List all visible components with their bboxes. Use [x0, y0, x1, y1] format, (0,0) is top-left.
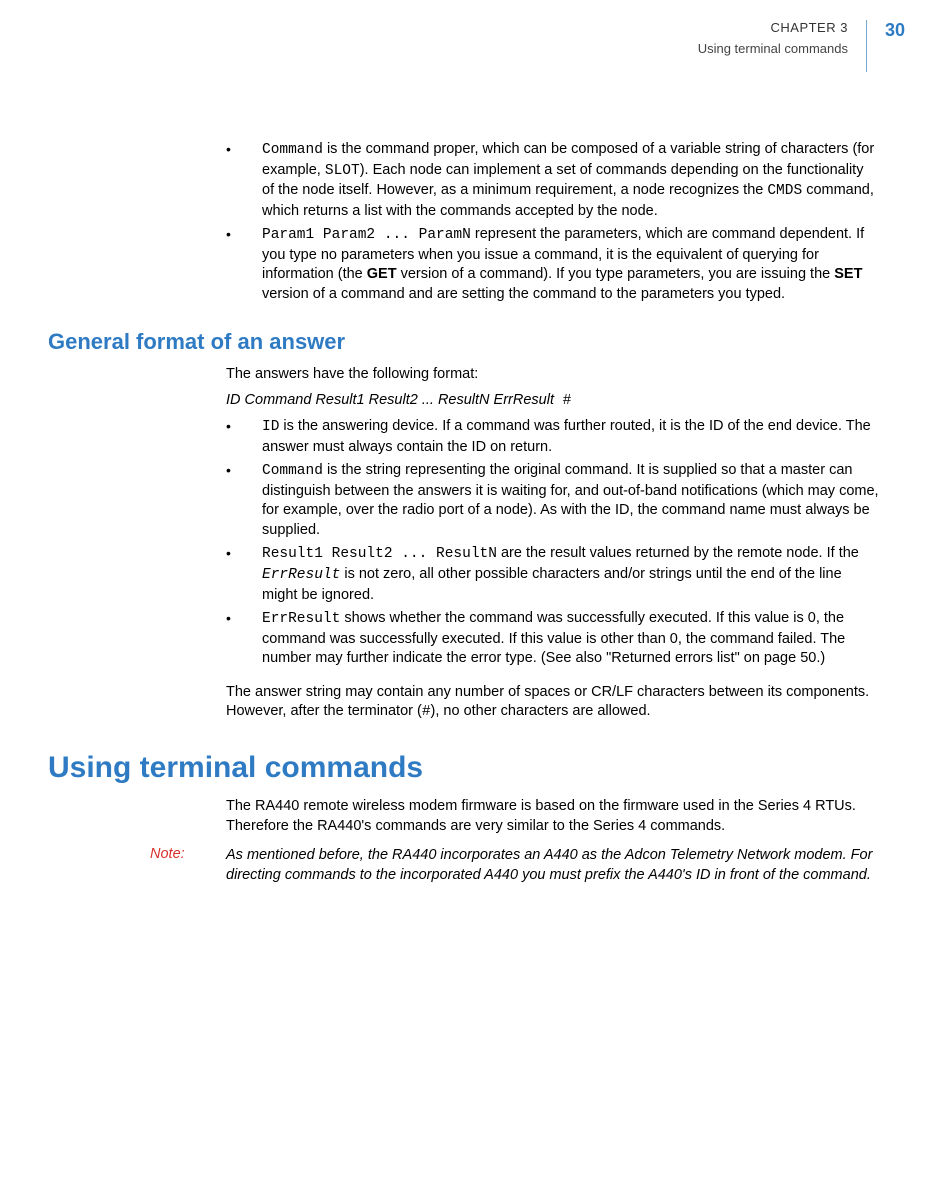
code-text: CMDS	[767, 183, 802, 199]
chapter-label: CHAPTER 3	[698, 20, 848, 35]
section-heading-terminal-commands: Using terminal commands	[48, 751, 879, 785]
note-block: Note: As mentioned before, the RA440 inc…	[48, 846, 879, 885]
code-text: Param1 Param2 ... ParamN	[262, 227, 471, 243]
list-item: Result1 Result2 ... ResultN are the resu…	[226, 544, 879, 605]
paragraph: The answer string may contain any number…	[226, 683, 879, 723]
page-number: 30	[885, 20, 905, 41]
list-item: Param1 Param2 ... ParamN represent the p…	[226, 225, 879, 304]
code-text: Command	[262, 463, 323, 479]
bullet-list-2: ID is the answering device. If a command…	[226, 417, 879, 669]
body-text: are the result values returned by the re…	[497, 545, 859, 561]
page-content: Command is the command proper, which can…	[48, 140, 879, 885]
body-text: ), no other characters are allowed.	[431, 703, 651, 719]
list-item: ID is the answering device. If a command…	[226, 417, 879, 457]
list-item: ErrResult shows whether the command was …	[226, 609, 879, 669]
page-header: CHAPTER 3 Using terminal commands 30	[698, 20, 905, 72]
paragraph: The RA440 remote wireless modem firmware…	[226, 797, 879, 836]
code-text: ErrResult	[262, 611, 340, 627]
code-text: Command	[262, 142, 323, 158]
code-italic-text: ErrResult	[262, 567, 340, 583]
body-text: version of a command). If you type param…	[397, 266, 835, 282]
body-text: is not zero, all other possible characte…	[262, 566, 842, 603]
chapter-subtitle: Using terminal commands	[698, 41, 848, 56]
header-text-block: CHAPTER 3 Using terminal commands	[698, 20, 866, 56]
section-heading-answer-format: General format of an answer	[48, 329, 879, 355]
answer-format-line: ID Command Result1 Result2 ... ResultN E…	[226, 392, 879, 409]
body-text: is the string representing the original …	[262, 462, 879, 538]
note-body: As mentioned before, the RA440 incorpora…	[226, 846, 879, 885]
format-hash: #	[554, 393, 571, 409]
code-text: ID	[262, 419, 279, 435]
body-text: shows whether the command was successful…	[262, 610, 845, 666]
list-item: Command is the command proper, which can…	[226, 140, 879, 221]
format-italic: ID Command Result1 Result2 ... ResultN E…	[226, 392, 554, 408]
bullet-list-1: Command is the command proper, which can…	[226, 140, 879, 305]
body-text: version of a command and are setting the…	[262, 286, 785, 302]
paragraph: The answers have the following format:	[226, 365, 879, 385]
bold-text: GET	[367, 266, 397, 282]
header-divider	[866, 20, 867, 72]
body-text: is the answering device. If a command wa…	[262, 418, 871, 455]
list-item: Command is the string representing the o…	[226, 461, 879, 540]
code-text: #	[422, 704, 431, 720]
code-text: Result1 Result2 ... ResultN	[262, 546, 497, 562]
bold-text: SET	[834, 266, 862, 282]
note-label: Note:	[48, 846, 226, 885]
code-text: SLOT	[325, 163, 360, 179]
